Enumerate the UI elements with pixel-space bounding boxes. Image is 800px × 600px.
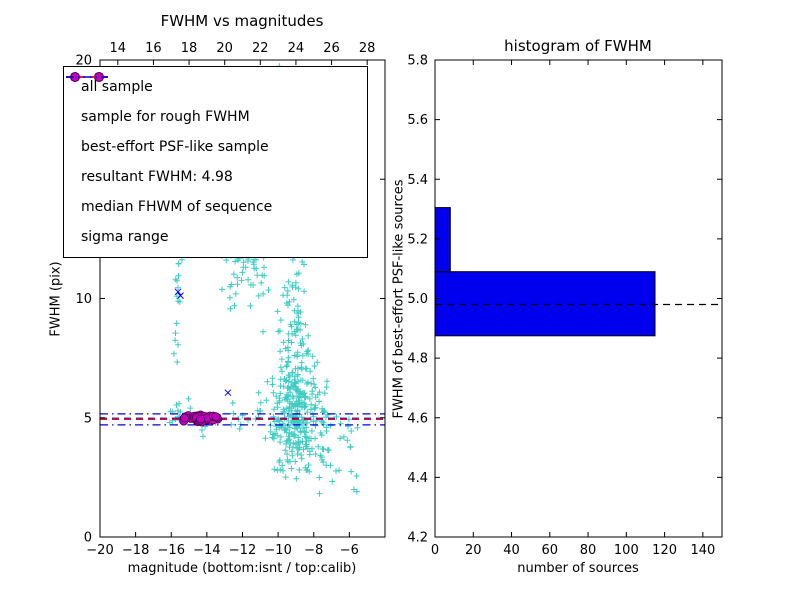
- y-tick-label: 4.2: [407, 531, 428, 546]
- x-tick-label: 0: [431, 543, 439, 558]
- y-tick-label: 5.6: [407, 113, 428, 128]
- top-tick-label: 22: [252, 41, 269, 56]
- psf-sample-point: [196, 414, 205, 424]
- x-tick-label: 100: [614, 543, 639, 558]
- y-tick-label: 5.8: [407, 54, 428, 69]
- legend-label: sample for rough FWHM: [81, 109, 250, 125]
- left-plot-title: FWHM vs magnitudes: [160, 12, 324, 30]
- x-tick-label: 60: [542, 543, 559, 558]
- x-tick-label: −6: [340, 543, 359, 558]
- left-plot: −20 −18 −16 −14 −12 −10 −8 −6 14 16 18 20 22 24 26 28 0 5…: [75, 41, 386, 558]
- y-tick-label: 10: [75, 292, 92, 307]
- legend-entry: all sample: [71, 72, 359, 102]
- x-tick-label: −14: [193, 543, 220, 558]
- top-tick-label: 24: [288, 41, 305, 56]
- x-tick-label: −20: [86, 543, 113, 558]
- right-plot-title: histogram of FWHM: [504, 37, 652, 55]
- x-tick-label: −8: [304, 543, 323, 558]
- x-tick-label: −18: [122, 543, 149, 558]
- x-tick-label: 20: [465, 543, 482, 558]
- y-tick-label: 4.6: [407, 411, 428, 426]
- y-tick-label: 4.4: [407, 471, 428, 486]
- legend-label: median FHWM of sequence: [81, 199, 273, 215]
- top-tick-label: 14: [110, 41, 127, 56]
- y-tick-label: 4.8: [407, 352, 428, 367]
- top-tick-label: 18: [181, 41, 198, 56]
- x-tick-label: −10: [264, 543, 291, 558]
- y-tick-label: 5.2: [407, 232, 428, 247]
- histogram-bar: [434, 271, 656, 337]
- histogram-bar: [434, 207, 451, 273]
- legend-label: best-effort PSF-like sample: [81, 139, 269, 155]
- legend-label: sigma range: [81, 229, 169, 245]
- x-tick-label: 80: [580, 543, 597, 558]
- top-tick-label: 26: [323, 41, 340, 56]
- right-xlabel: number of sources: [517, 561, 639, 576]
- y-tick-label: 0: [84, 531, 92, 546]
- left-ylabel: FWHM (pix): [48, 261, 64, 337]
- top-tick-label: 28: [359, 41, 376, 56]
- x-tick-label: 40: [503, 543, 520, 558]
- y-tick-label: 5.0: [407, 292, 428, 307]
- left-xlabel: magnitude (bottom:isnt / top:calib): [127, 561, 357, 576]
- y-tick-label: 20: [75, 54, 92, 69]
- right-plot: 0 20 40 60 80 100 120 140 4.2 4.4 4.6 4.8 5.0 5.2 5.4 5…: [407, 54, 723, 558]
- legend-entry: sigma range: [66, 76, 359, 252]
- x-tick-label: −16: [158, 543, 185, 558]
- legend-entry: sample for rough FWHM: [71, 73, 359, 132]
- top-tick-label: 16: [145, 41, 162, 56]
- legend: all sample sample for rough FWHM best-effo…: [63, 66, 368, 258]
- x-tick-label: 140: [690, 543, 715, 558]
- legend-entry: best-effort PSF-like sample: [70, 72, 359, 162]
- legend-entry: median FHWM of sequence: [66, 76, 359, 222]
- psf-sample-point: [211, 412, 221, 422]
- right-ylabel: FWHM of best-effort PSF-like sources: [391, 179, 407, 419]
- top-tick-label: 20: [216, 41, 233, 56]
- legend-entry: resultant FWHM: 4.98: [66, 76, 359, 192]
- y-tick-label: 5: [84, 411, 92, 426]
- y-tick-label: 5.4: [407, 173, 428, 188]
- psf-sample-point: [180, 413, 189, 423]
- scatter-rough-fwhm: [174, 288, 232, 397]
- legend-label: all sample: [81, 79, 153, 95]
- legend-dashdot-icon: [66, 76, 108, 78]
- x-tick-label: 120: [652, 543, 677, 558]
- legend-label: resultant FWHM: 4.98: [81, 169, 233, 185]
- x-tick-label: −12: [229, 543, 256, 558]
